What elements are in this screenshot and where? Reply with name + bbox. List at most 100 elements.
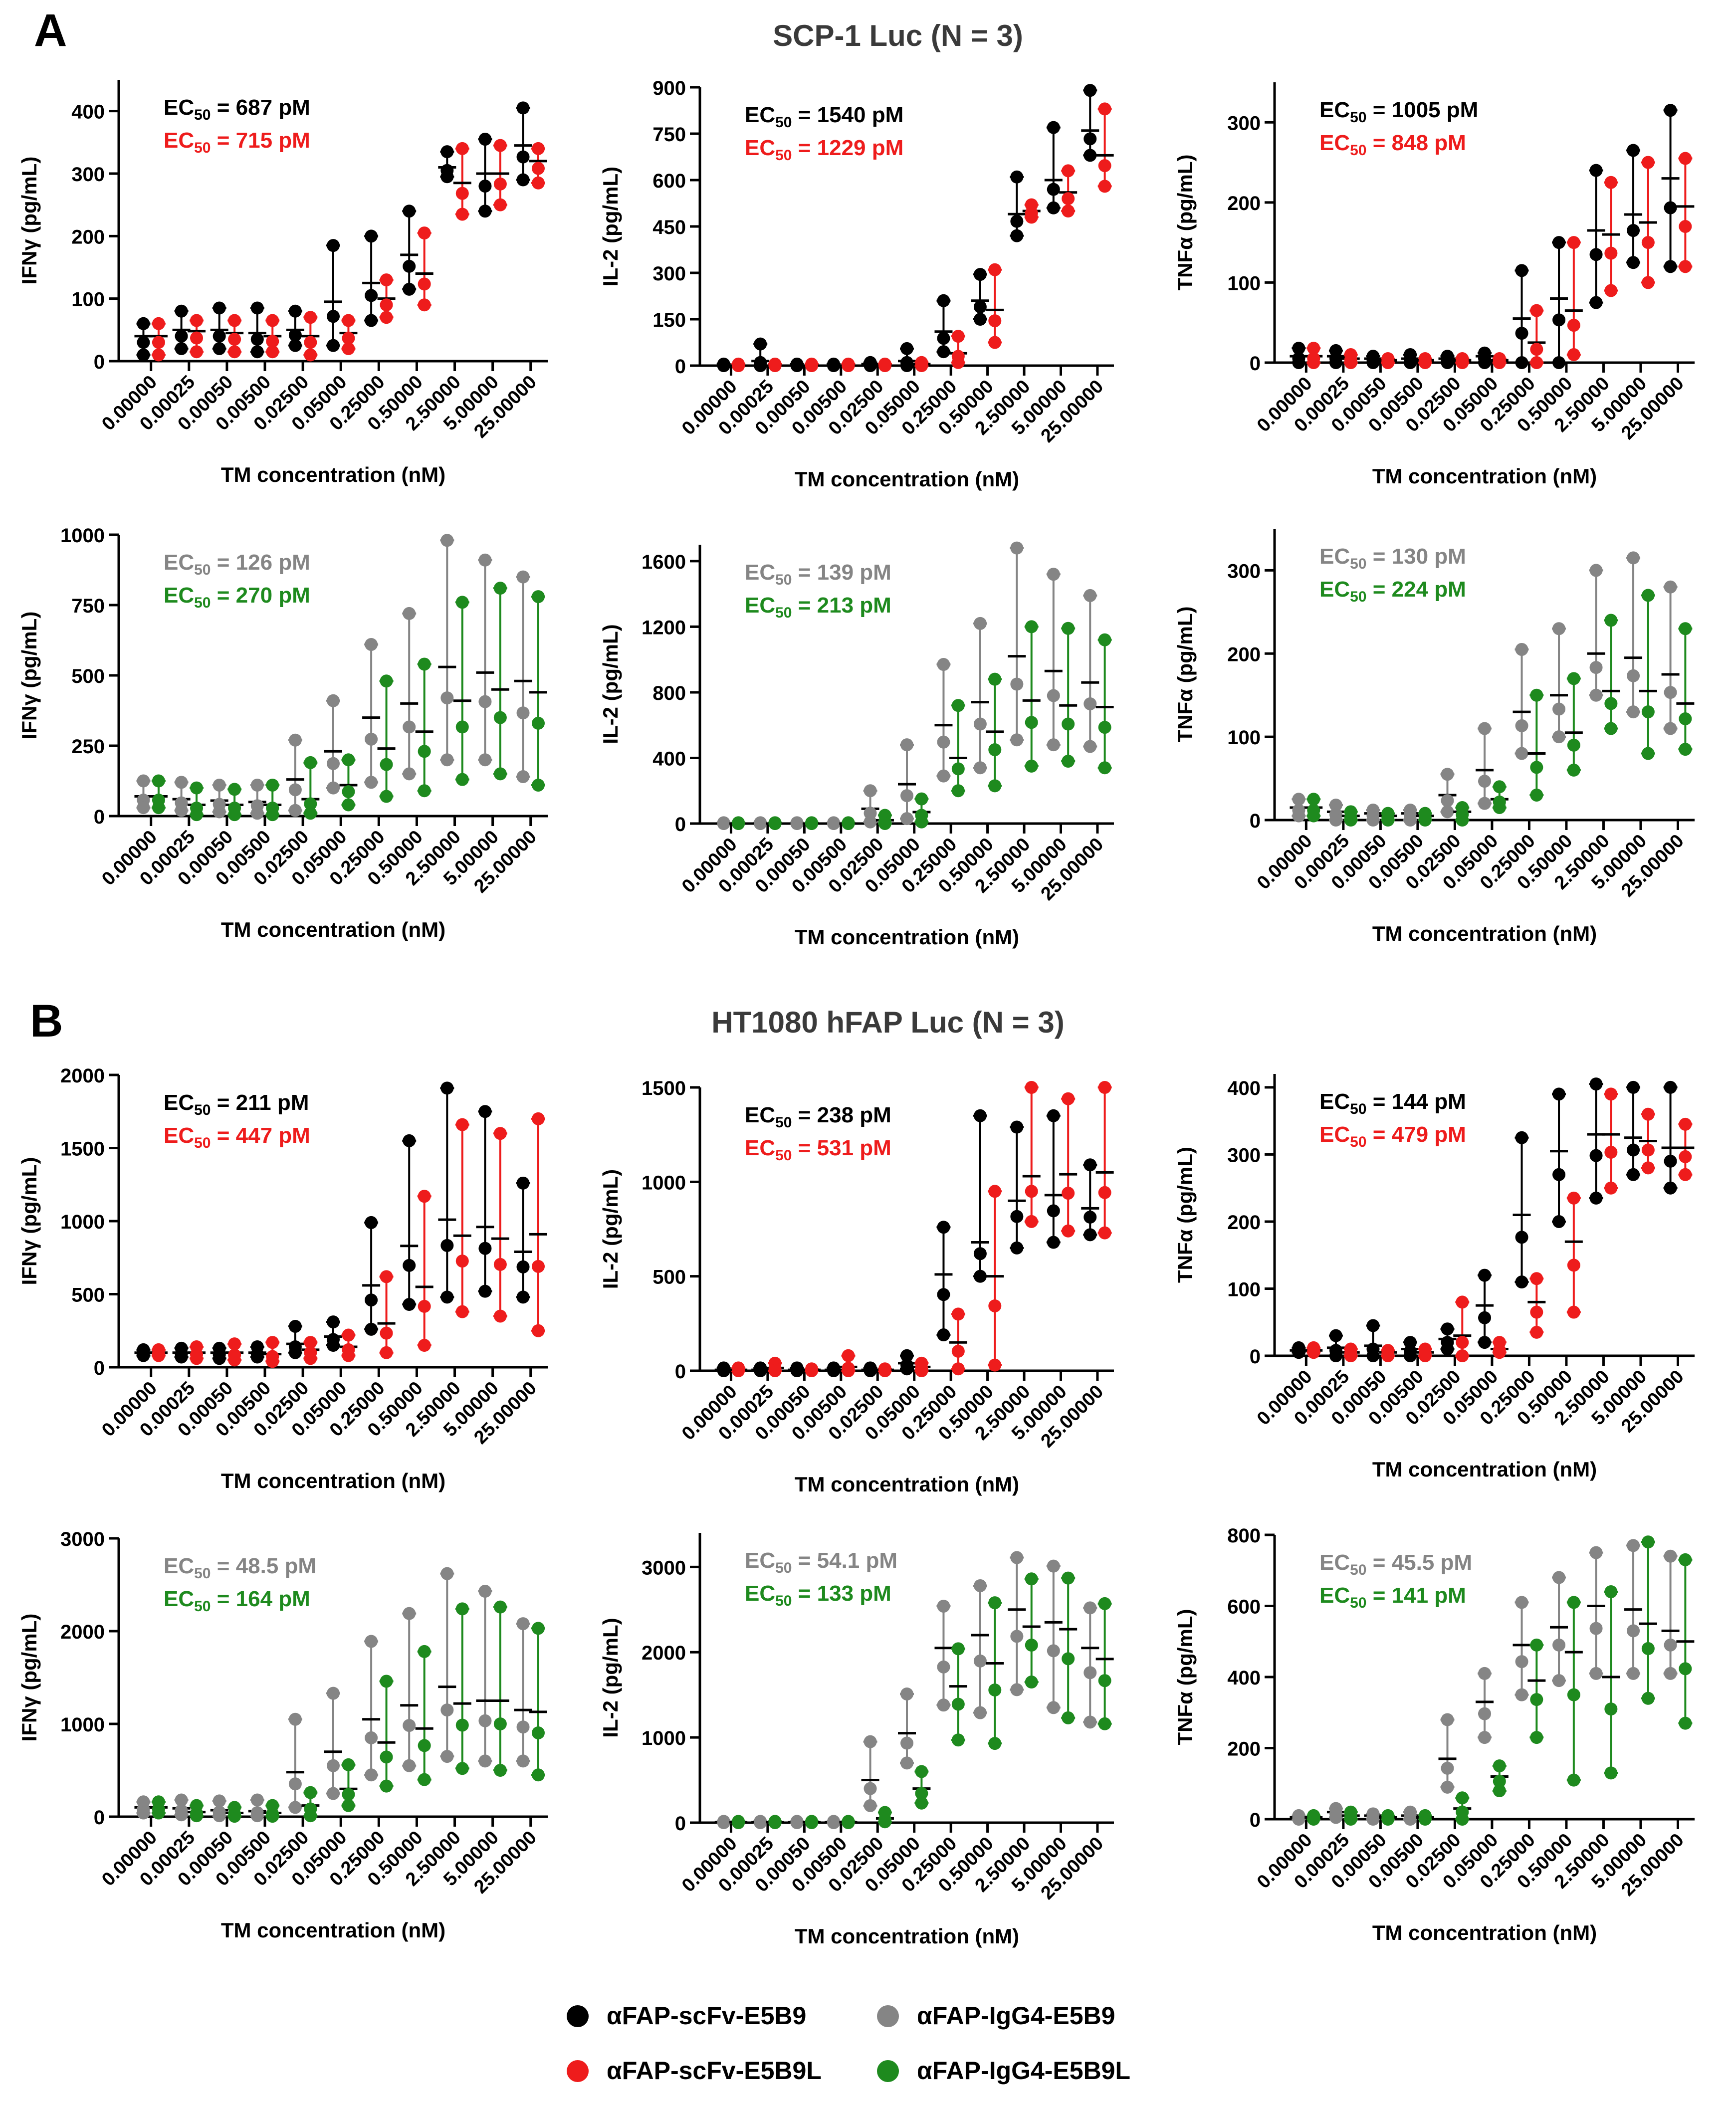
data-point (915, 1787, 928, 1800)
data-point (1025, 1185, 1038, 1198)
data-point (1478, 1311, 1491, 1324)
data-point (973, 268, 987, 281)
data-point (493, 1258, 507, 1271)
data-point (288, 804, 302, 817)
data-point (1627, 1539, 1640, 1552)
data-point (1084, 1715, 1097, 1729)
ec50-annotation: EC50 = 213 pM (745, 593, 891, 621)
data-point (988, 1185, 1002, 1198)
data-point (213, 778, 226, 792)
data-point (380, 758, 393, 771)
y-axis-label: IFNγ (pg/mL) (17, 157, 41, 285)
data-point (440, 1239, 454, 1252)
data-point (1307, 342, 1320, 355)
data-point (1062, 205, 1075, 217)
data-point (1552, 1168, 1566, 1181)
data-point (493, 1127, 507, 1140)
ec50-annotation: EC50 = 211 pM (164, 1090, 309, 1118)
ec50-annotation: EC50 = 130 pM (1319, 544, 1466, 572)
ec50-annotation: EC50 = 144 pM (1319, 1089, 1466, 1117)
data-point (531, 162, 545, 175)
data-point (1589, 1546, 1603, 1559)
data-point (228, 345, 241, 359)
ec50-annotation: EC50 = 1229 pM (745, 136, 903, 164)
y-tick-label: 0 (1250, 1809, 1261, 1831)
data-point (973, 1247, 987, 1261)
data-point (1552, 1674, 1566, 1687)
data-point (1567, 1773, 1580, 1787)
data-point (1418, 814, 1432, 827)
data-point (1025, 1638, 1038, 1652)
data-point (1493, 801, 1506, 814)
data-point (250, 1350, 264, 1364)
data-point (403, 205, 416, 218)
data-point (1010, 677, 1024, 691)
data-point (951, 1362, 965, 1376)
data-point (137, 317, 150, 330)
data-point (478, 1105, 492, 1118)
data-point (228, 333, 241, 346)
y-tick-label: 600 (1227, 1596, 1261, 1618)
data-point (1329, 356, 1342, 369)
y-tick-label: 900 (652, 77, 686, 99)
data-point (1084, 1601, 1097, 1615)
data-point (951, 1307, 965, 1321)
ec50-annotation: EC50 = 126 pM (164, 550, 310, 578)
data-point (768, 359, 782, 372)
data-point (380, 1779, 393, 1793)
data-point (915, 359, 928, 372)
data-point (228, 1353, 241, 1367)
data-point (1552, 1571, 1566, 1584)
data-point (900, 789, 913, 803)
data-point (304, 348, 317, 362)
data-point (1530, 343, 1543, 356)
data-point (1403, 1349, 1417, 1362)
data-point (1641, 1161, 1655, 1175)
data-point (1307, 1813, 1320, 1826)
data-point (1307, 809, 1320, 823)
data-point (1098, 159, 1111, 173)
x-axis-label: TM concentration (nM) (795, 467, 1019, 491)
data-point (175, 1350, 188, 1364)
data-point (478, 1714, 492, 1727)
data-point (418, 657, 431, 671)
y-tick-label: 1600 (642, 551, 686, 573)
data-point (1664, 1154, 1677, 1168)
data-point (1604, 246, 1618, 260)
ec50-annotation: EC50 = 1005 pM (1319, 98, 1478, 126)
data-point (478, 1754, 492, 1768)
y-tick-label: 250 (71, 736, 105, 758)
y-tick-label: 100 (71, 289, 105, 311)
data-point (1664, 1549, 1677, 1563)
data-point (152, 1349, 165, 1362)
data-point (768, 1816, 782, 1829)
data-point (1515, 356, 1528, 369)
data-point (440, 753, 454, 767)
data-point (531, 778, 545, 792)
section-title-b: HT1080 hFAP Luc (N = 3) (711, 1006, 1064, 1039)
data-point (304, 1336, 317, 1349)
data-point (1381, 814, 1395, 827)
data-point (937, 294, 950, 307)
y-tick-label: 300 (71, 164, 105, 186)
data-point (1418, 1349, 1432, 1362)
ec50-annotation: EC50 = 164 pM (164, 1587, 310, 1615)
data-point (827, 359, 841, 372)
data-point (1679, 1662, 1692, 1676)
data-point (1307, 356, 1320, 369)
data-point (1084, 740, 1097, 753)
data-point (1441, 356, 1454, 369)
data-point (1604, 697, 1618, 710)
data-point (1604, 1145, 1618, 1159)
data-point (288, 328, 302, 342)
data-point (1098, 1597, 1111, 1610)
data-point (455, 142, 469, 155)
data-point (937, 735, 950, 749)
y-axis-label: IFNγ (pg/mL) (17, 612, 41, 740)
data-point (152, 317, 165, 330)
data-point (213, 329, 226, 343)
data-point (937, 769, 950, 783)
